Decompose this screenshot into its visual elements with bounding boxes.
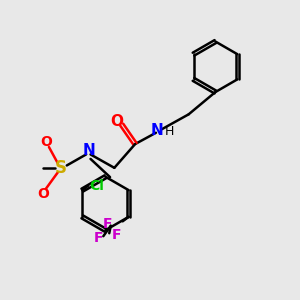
- Text: N: N: [151, 123, 164, 138]
- Text: Cl: Cl: [90, 179, 104, 193]
- Text: F: F: [103, 217, 112, 231]
- Text: F: F: [112, 228, 122, 242]
- Text: O: O: [110, 114, 123, 129]
- Text: O: O: [40, 135, 52, 149]
- Text: O: O: [37, 187, 49, 201]
- Text: S: S: [55, 159, 67, 177]
- Text: H: H: [165, 125, 174, 138]
- Text: F: F: [94, 231, 104, 245]
- Text: N: N: [83, 143, 96, 158]
